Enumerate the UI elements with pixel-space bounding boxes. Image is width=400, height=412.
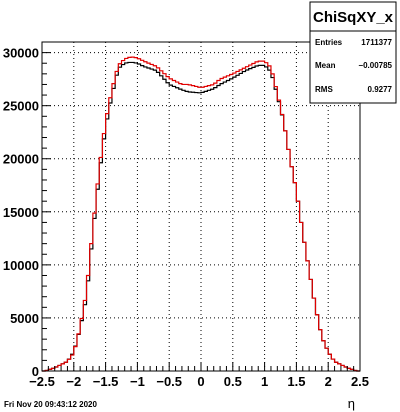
y-tick-label: 20000 (3, 152, 39, 167)
x-tick-label: 1.5 (287, 374, 305, 389)
y-tick-labels: 0 5000 10000 15000 20000 25000 30000 (3, 46, 39, 379)
x-tick-label: −1 (130, 374, 145, 389)
stats-rms-label: RMS (315, 85, 333, 94)
x-tick-label: 2.5 (351, 374, 369, 389)
x-tick-label: 2 (325, 374, 332, 389)
histogram-series (42, 56, 360, 372)
y-tick-label: 5000 (10, 311, 39, 326)
stats-title: ChiSqXY_x (313, 9, 394, 26)
x-tick-labels: −2.5 −2 −1.5 −1 −0.5 0 0.5 1 1.5 2 2.5 (29, 374, 369, 389)
y-tick-label: 30000 (3, 46, 39, 61)
y-tick-label: 25000 (3, 99, 39, 114)
x-tick-label: −2 (66, 374, 81, 389)
stats-entries-value: 1711377 (361, 38, 392, 47)
x-tick-label: −0.5 (156, 374, 182, 389)
x-tick-label: −2.5 (29, 374, 55, 389)
stats-mean-label: Mean (315, 61, 336, 70)
x-tick-label: 0.5 (224, 374, 242, 389)
stats-entries-label: Entries (315, 38, 343, 47)
x-tick-label: 0 (197, 374, 204, 389)
y-tick-label: 15000 (3, 205, 39, 220)
y-tick-label: 10000 (3, 258, 39, 273)
x-axis-title: η (348, 396, 355, 411)
stats-box: ChiSqXY_x Entries 1711377 Mean −0.00785 … (309, 1, 397, 104)
x-tick-label: 1 (261, 374, 268, 389)
stats-rms-value: 0.9277 (368, 85, 393, 94)
date-stamp: Fri Nov 20 09:43:12 2020 (4, 400, 97, 409)
y-tick-label: 0 (32, 364, 39, 379)
axis-ticks (41, 52, 361, 372)
stats-box-border (309, 1, 397, 104)
stats-mean-value: −0.00785 (358, 61, 392, 70)
x-tick-label: −1.5 (93, 374, 119, 389)
grid-lines (42, 42, 360, 371)
histogram-series-2 (42, 56, 360, 372)
